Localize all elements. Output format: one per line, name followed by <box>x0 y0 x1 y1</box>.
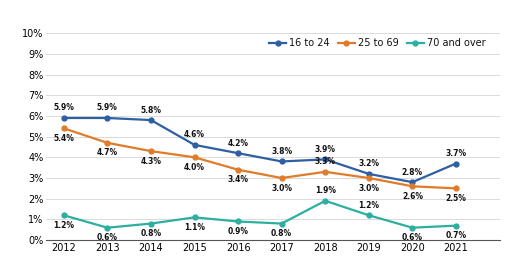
Text: 5.8%: 5.8% <box>141 105 161 115</box>
Text: 3.0%: 3.0% <box>358 184 380 193</box>
70 and over <box>235 220 241 223</box>
Text: 1.9%: 1.9% <box>315 186 336 195</box>
16 to 24 <box>61 116 67 120</box>
70 and over <box>453 224 459 227</box>
Text: 5.9%: 5.9% <box>97 104 118 112</box>
Text: 3.3%: 3.3% <box>315 157 336 166</box>
Text: 4.7%: 4.7% <box>97 148 118 157</box>
Text: 0.9%: 0.9% <box>228 227 249 236</box>
Text: 1.1%: 1.1% <box>184 223 205 232</box>
25 to 69 <box>322 170 329 174</box>
Text: 4.0%: 4.0% <box>184 163 205 172</box>
70 and over <box>148 222 154 225</box>
25 to 69 <box>148 149 154 153</box>
70 and over <box>322 199 329 203</box>
Text: 3.0%: 3.0% <box>271 184 292 193</box>
Line: 70 and over: 70 and over <box>61 198 458 230</box>
Legend: 16 to 24, 25 to 69, 70 and over: 16 to 24, 25 to 69, 70 and over <box>269 38 486 48</box>
70 and over <box>279 222 285 225</box>
Text: 0.6%: 0.6% <box>402 233 423 242</box>
Text: 2.6%: 2.6% <box>402 192 423 201</box>
16 to 24 <box>322 158 329 161</box>
Text: 4.6%: 4.6% <box>184 130 205 139</box>
25 to 69 <box>235 168 241 171</box>
25 to 69 <box>366 176 372 180</box>
25 to 69 <box>409 185 416 188</box>
16 to 24 <box>235 152 241 155</box>
Text: 2.5%: 2.5% <box>445 194 467 203</box>
Text: 4.2%: 4.2% <box>228 139 249 148</box>
Text: 5.4%: 5.4% <box>54 134 74 143</box>
70 and over <box>104 226 110 229</box>
25 to 69 <box>453 187 459 190</box>
16 to 24 <box>366 172 372 176</box>
16 to 24 <box>192 143 198 147</box>
25 to 69 <box>279 176 285 180</box>
16 to 24 <box>409 181 416 184</box>
Text: 3.9%: 3.9% <box>315 145 336 154</box>
Text: 3.4%: 3.4% <box>228 175 249 184</box>
Text: 1.2%: 1.2% <box>358 201 380 210</box>
16 to 24 <box>104 116 110 120</box>
70 and over <box>409 226 416 229</box>
16 to 24 <box>453 162 459 165</box>
16 to 24 <box>148 118 154 122</box>
Text: 5.9%: 5.9% <box>54 104 74 112</box>
Text: 2.8%: 2.8% <box>402 168 423 177</box>
Text: 0.8%: 0.8% <box>141 229 162 238</box>
Text: 0.7%: 0.7% <box>445 231 467 240</box>
Text: 0.6%: 0.6% <box>97 233 118 242</box>
Line: 25 to 69: 25 to 69 <box>61 126 458 191</box>
Text: 0.8%: 0.8% <box>271 229 292 238</box>
70 and over <box>61 214 67 217</box>
70 and over <box>192 216 198 219</box>
Text: 3.2%: 3.2% <box>358 159 380 168</box>
70 and over <box>366 214 372 217</box>
25 to 69 <box>192 156 198 159</box>
Text: 1.2%: 1.2% <box>53 221 74 230</box>
Text: 3.8%: 3.8% <box>271 147 292 156</box>
25 to 69 <box>104 141 110 145</box>
Text: 4.3%: 4.3% <box>141 157 161 166</box>
25 to 69 <box>61 127 67 130</box>
16 to 24 <box>279 160 285 163</box>
Line: 16 to 24: 16 to 24 <box>61 116 458 185</box>
Text: 3.7%: 3.7% <box>445 149 467 158</box>
